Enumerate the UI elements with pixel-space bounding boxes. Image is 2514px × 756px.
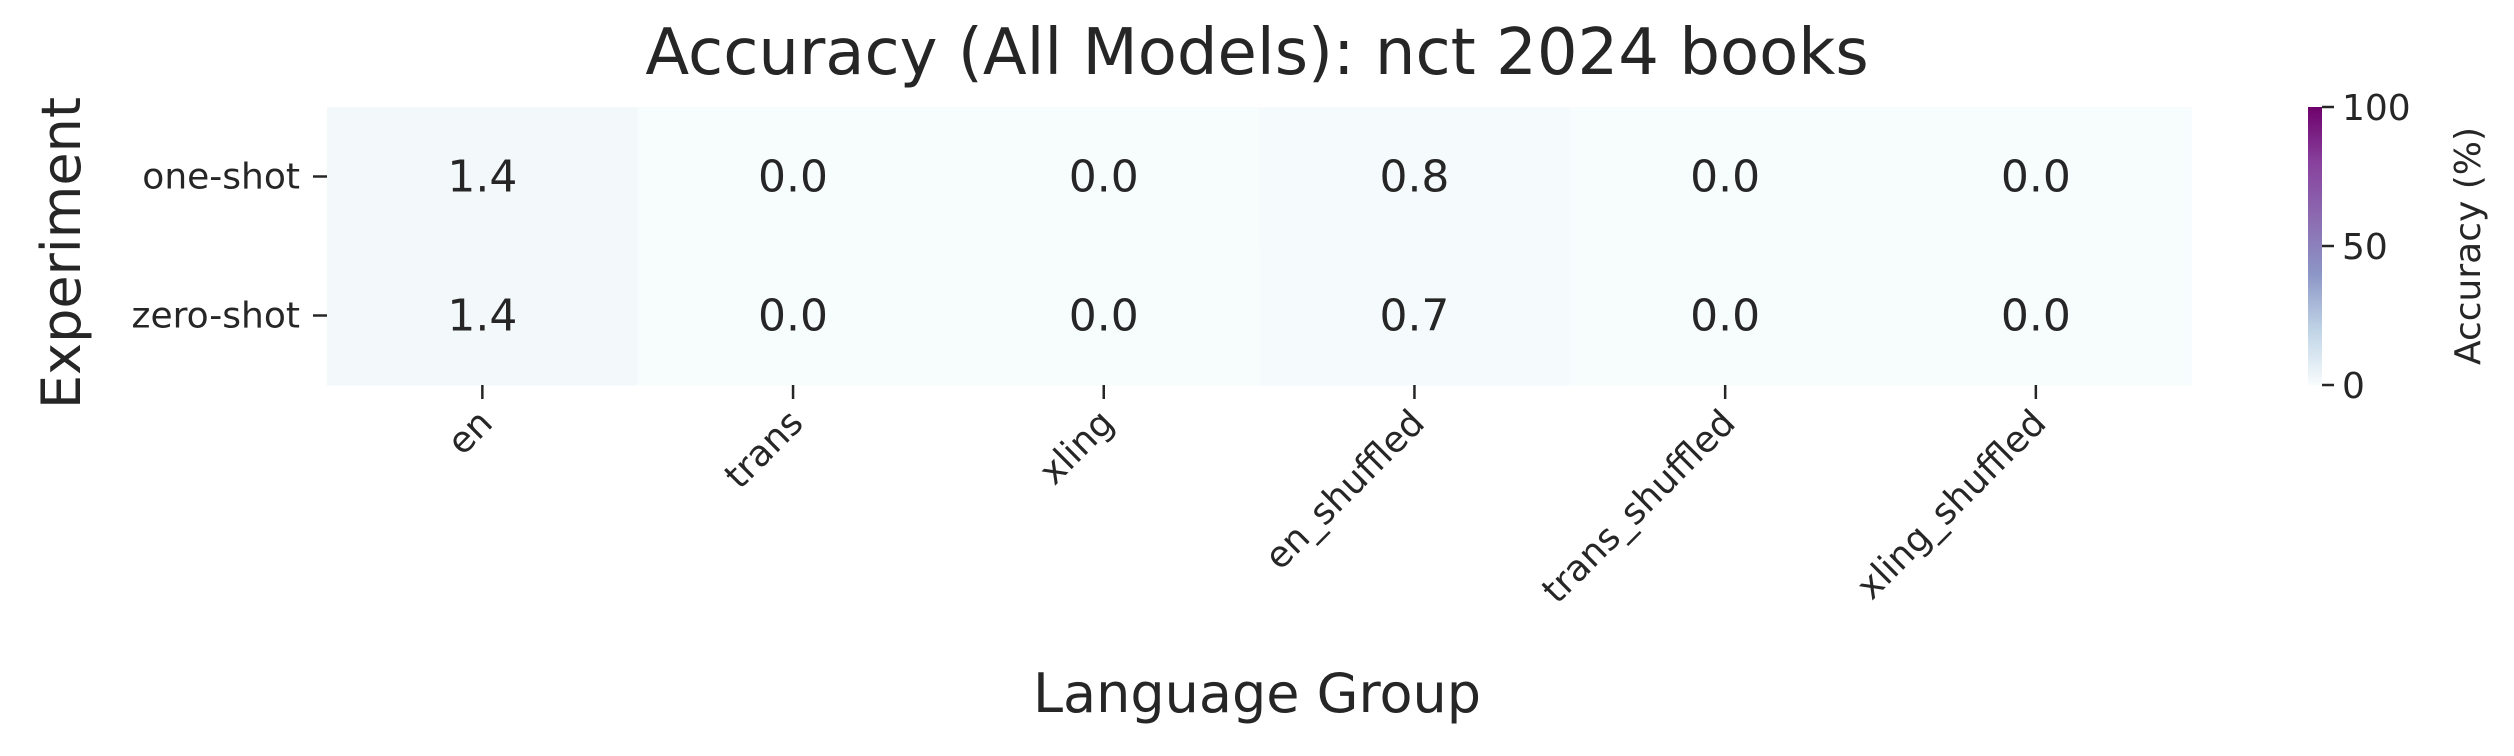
colorbar-tick-label: 0 bbox=[2342, 366, 2365, 407]
cell-value-label: 0.0 bbox=[1690, 152, 1760, 203]
heatmap-cells bbox=[327, 107, 2192, 386]
heatmap-cell bbox=[948, 246, 1260, 386]
colorbar-label: Accuracy (%) bbox=[2448, 127, 2489, 365]
heatmap-cell bbox=[948, 107, 1260, 247]
x-tick-label: xling_shuffled bbox=[1849, 402, 2054, 607]
cell-value-label: 1.4 bbox=[447, 291, 517, 342]
cell-value-label: 0.0 bbox=[2001, 152, 2071, 203]
cell-value-label: 0.0 bbox=[1069, 291, 1139, 342]
x-tick-label: en_shuffled bbox=[1257, 402, 1432, 577]
x-axis-label: Language Group bbox=[1033, 662, 1481, 725]
colorbar: 0 50 100 Accuracy (%) bbox=[2308, 88, 2489, 407]
cell-value-label: 0.7 bbox=[1379, 291, 1449, 342]
y-tick-label: one-shot bbox=[142, 157, 300, 198]
cell-value-label: 1.4 bbox=[447, 152, 517, 203]
heatmap-cell bbox=[637, 107, 949, 247]
heatmap-cell bbox=[637, 246, 949, 386]
heatmap-cell bbox=[1569, 107, 1882, 247]
y-tick-label: zero-shot bbox=[132, 296, 300, 337]
colorbar-ticks: 0 50 100 bbox=[2322, 88, 2411, 407]
x-tick-label: trans bbox=[717, 402, 811, 496]
heatmap-cell bbox=[1880, 107, 2192, 247]
cell-value-label: 0.0 bbox=[2001, 291, 2071, 342]
heatmap-cell bbox=[327, 246, 639, 386]
cell-value-label: 0.8 bbox=[1379, 152, 1449, 203]
heatmap-cell bbox=[1259, 246, 1571, 386]
x-tick-label: en bbox=[440, 402, 501, 463]
cell-value-label: 0.0 bbox=[758, 291, 828, 342]
x-tick-label: xling bbox=[1032, 402, 1122, 492]
chart-title: Accuracy (All Models): nct 2024 books bbox=[645, 16, 1868, 90]
x-axis: en trans xling en_shuffled trans_shuffled xli… bbox=[440, 385, 2054, 611]
colorbar-tick-label: 100 bbox=[2342, 88, 2411, 129]
cell-value-label: 0.0 bbox=[758, 152, 828, 203]
heatmap-cell bbox=[1880, 246, 2192, 386]
cell-value-label: 0.0 bbox=[1690, 291, 1760, 342]
colorbar-gradient bbox=[2308, 107, 2322, 385]
heatmap-cell bbox=[1259, 107, 1571, 247]
heatmap-cell bbox=[1569, 246, 1882, 386]
y-axis-label: Experiment bbox=[30, 97, 93, 409]
heatmap-cell bbox=[327, 107, 639, 247]
cell-value-label: 0.0 bbox=[1069, 152, 1139, 203]
x-tick-label: trans_shuffled bbox=[1534, 402, 1743, 611]
y-axis: one-shot zero-shot bbox=[132, 157, 327, 337]
colorbar-tick-label: 50 bbox=[2342, 227, 2388, 268]
heatmap-cell-labels: 1.4 0.0 0.0 0.8 0.0 0.0 1.4 0.0 0.0 0.7 0.0 0.0 bbox=[447, 152, 2070, 342]
